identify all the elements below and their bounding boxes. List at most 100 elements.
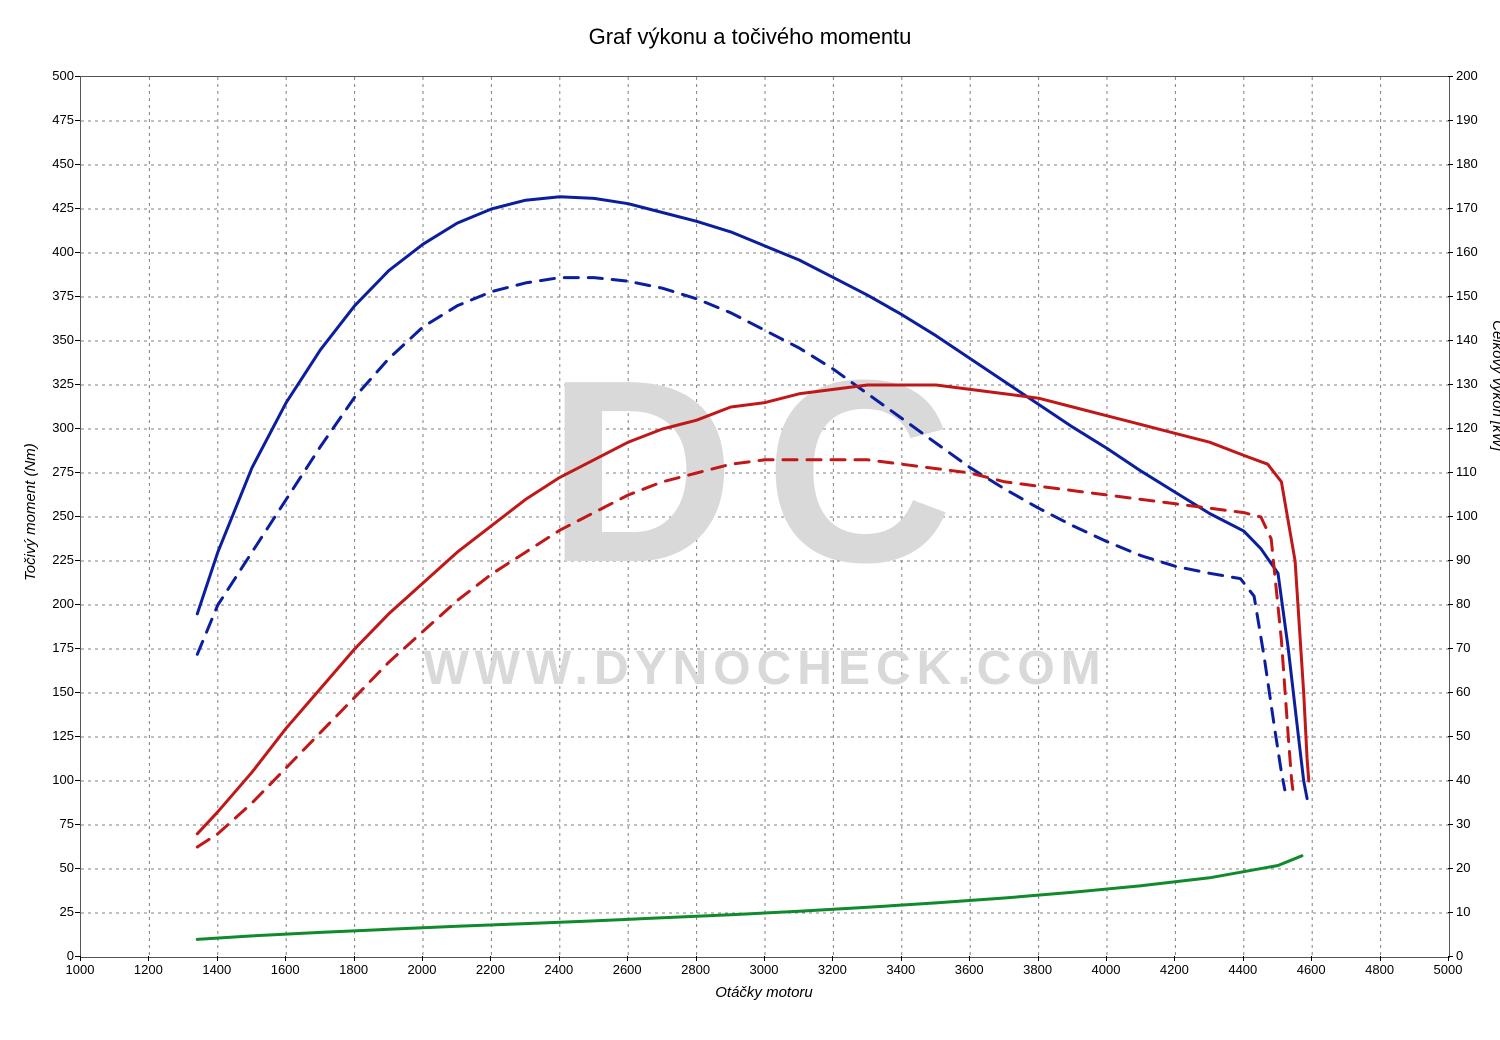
x-tick: 4400 <box>1228 962 1257 977</box>
y-right-tick: 40 <box>1456 772 1500 787</box>
tick-mark <box>75 472 80 473</box>
x-tick: 1400 <box>202 962 231 977</box>
y-right-tick: 80 <box>1456 596 1500 611</box>
y-right-tick: 110 <box>1456 464 1500 479</box>
tick-mark <box>490 956 491 961</box>
x-tick: 3600 <box>955 962 984 977</box>
y-left-tick: 125 <box>30 728 74 743</box>
tick-mark <box>1448 780 1453 781</box>
x-tick: 4000 <box>1092 962 1121 977</box>
tick-mark <box>696 956 697 961</box>
y-right-tick: 70 <box>1456 640 1500 655</box>
y-left-tick: 75 <box>30 816 74 831</box>
x-tick: 2000 <box>408 962 437 977</box>
y-right-tick: 0 <box>1456 948 1500 963</box>
tick-mark <box>1448 472 1453 473</box>
y-right-tick: 100 <box>1456 508 1500 523</box>
tick-mark <box>1448 956 1449 961</box>
y-left-tick: 400 <box>30 244 74 259</box>
tick-mark <box>1448 296 1453 297</box>
tick-mark <box>148 956 149 961</box>
tick-mark <box>75 428 80 429</box>
x-tick: 2400 <box>544 962 573 977</box>
tick-mark <box>1448 428 1453 429</box>
x-tick: 1200 <box>134 962 163 977</box>
tick-mark <box>1448 560 1453 561</box>
y-right-tick: 90 <box>1456 552 1500 567</box>
tick-mark <box>1448 912 1453 913</box>
x-tick: 5000 <box>1434 962 1463 977</box>
tick-mark <box>1448 692 1453 693</box>
tick-mark <box>75 912 80 913</box>
x-tick: 1600 <box>271 962 300 977</box>
x-tick: 3400 <box>886 962 915 977</box>
tick-mark <box>1448 736 1453 737</box>
tick-mark <box>1448 120 1453 121</box>
tick-mark <box>75 120 80 121</box>
tick-mark <box>75 208 80 209</box>
x-tick: 1000 <box>66 962 95 977</box>
tick-mark <box>1448 340 1453 341</box>
x-tick: 2800 <box>681 962 710 977</box>
y-left-tick: 375 <box>30 288 74 303</box>
tick-mark <box>75 648 80 649</box>
x-tick: 2600 <box>613 962 642 977</box>
tick-mark <box>764 956 765 961</box>
y-right-tick: 140 <box>1456 332 1500 347</box>
y-right-tick: 60 <box>1456 684 1500 699</box>
y-left-tick: 425 <box>30 200 74 215</box>
y-right-tick: 170 <box>1456 200 1500 215</box>
tick-mark <box>217 956 218 961</box>
y-left-tick: 0 <box>30 948 74 963</box>
y-right-tick: 120 <box>1456 420 1500 435</box>
x-axis-label: Otáčky motoru <box>80 984 1448 1001</box>
tick-mark <box>969 956 970 961</box>
y-right-tick: 130 <box>1456 376 1500 391</box>
x-tick: 3800 <box>1023 962 1052 977</box>
tick-mark <box>1243 956 1244 961</box>
svg-text:DC: DC <box>547 327 983 617</box>
tick-mark <box>75 692 80 693</box>
y-left-tick: 25 <box>30 904 74 919</box>
x-tick: 4600 <box>1297 962 1326 977</box>
y-left-tick: 500 <box>30 68 74 83</box>
x-tick: 3000 <box>750 962 779 977</box>
tick-mark <box>1174 956 1175 961</box>
x-tick: 4200 <box>1160 962 1189 977</box>
y-left-tick: 225 <box>30 552 74 567</box>
y-left-tick: 250 <box>30 508 74 523</box>
y-left-tick: 300 <box>30 420 74 435</box>
tick-mark <box>75 780 80 781</box>
y-left-tick: 450 <box>30 156 74 171</box>
tick-mark <box>75 736 80 737</box>
x-tick: 4800 <box>1365 962 1394 977</box>
tick-mark <box>75 560 80 561</box>
y-left-tick: 175 <box>30 640 74 655</box>
chart-svg: DCWWW.DYNOCHECK.COM <box>81 77 1449 957</box>
plot-area: DCWWW.DYNOCHECK.COM <box>80 76 1450 958</box>
tick-mark <box>627 956 628 961</box>
y-right-tick: 10 <box>1456 904 1500 919</box>
y-right-tick: 30 <box>1456 816 1500 831</box>
tick-mark <box>75 516 80 517</box>
tick-mark <box>559 956 560 961</box>
tick-mark <box>354 956 355 961</box>
y-right-tick: 150 <box>1456 288 1500 303</box>
y-left-tick: 275 <box>30 464 74 479</box>
tick-mark <box>80 956 81 961</box>
y-left-tick: 350 <box>30 332 74 347</box>
chart-title: Graf výkonu a točivého momentu <box>0 24 1500 50</box>
x-tick: 2200 <box>476 962 505 977</box>
x-tick: 3200 <box>818 962 847 977</box>
y-right-tick: 190 <box>1456 112 1500 127</box>
y-left-tick: 325 <box>30 376 74 391</box>
tick-mark <box>1448 824 1453 825</box>
tick-mark <box>422 956 423 961</box>
y-left-tick: 200 <box>30 596 74 611</box>
y-right-tick: 50 <box>1456 728 1500 743</box>
y-right-tick: 180 <box>1456 156 1500 171</box>
y-left-tick: 475 <box>30 112 74 127</box>
tick-mark <box>1448 252 1453 253</box>
tick-mark <box>1448 604 1453 605</box>
tick-mark <box>1448 76 1453 77</box>
